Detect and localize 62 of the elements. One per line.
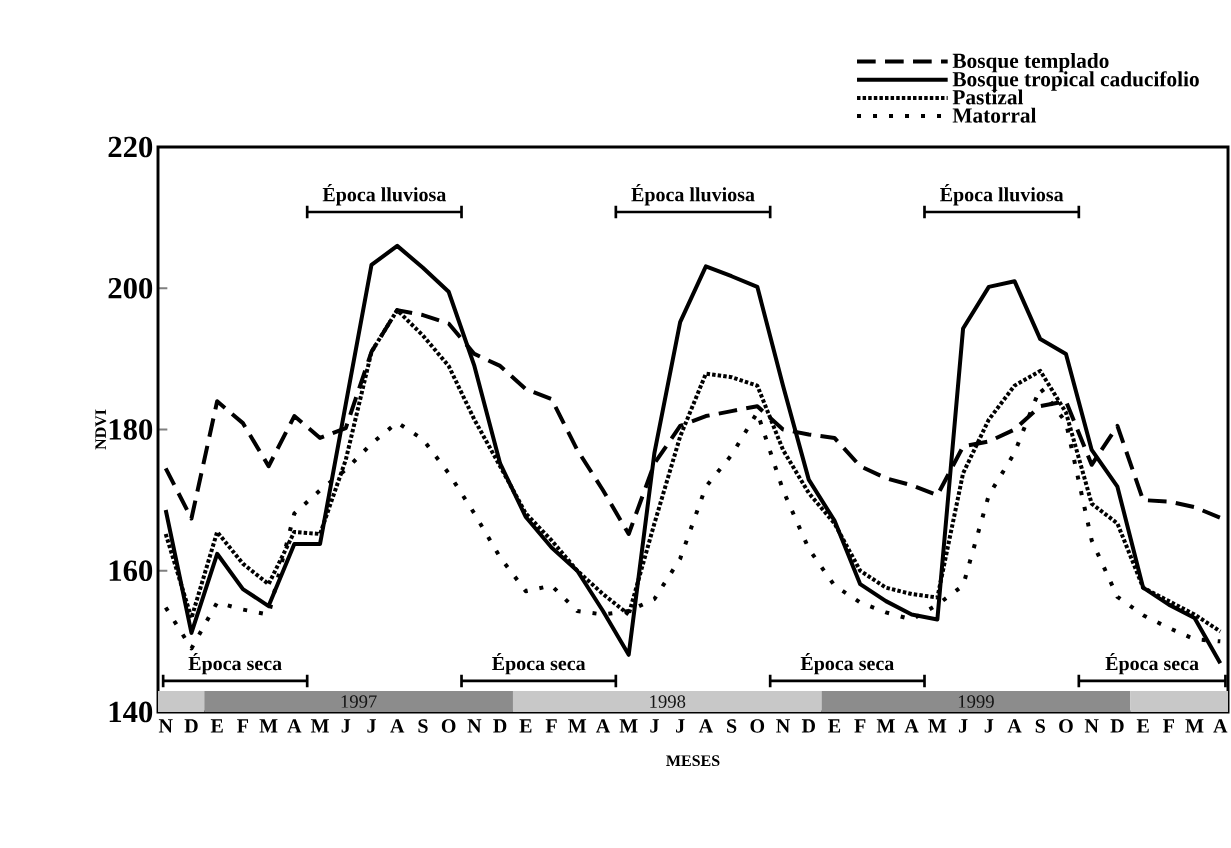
x-tick-label: J	[676, 719, 685, 733]
legend-label: Matorral	[952, 107, 1037, 123]
annotation: Época lluviosa	[631, 183, 755, 206]
x-tick-label: M	[1185, 719, 1204, 733]
x-tick-label: O	[1059, 719, 1073, 733]
x-tick-label: N	[776, 719, 790, 733]
y-tick-label: 140	[109, 701, 153, 723]
x-tick-label: J	[984, 719, 994, 733]
x-tick-label: D	[801, 719, 815, 733]
x-tick-label: A	[595, 719, 611, 733]
x-tick-label: J	[341, 719, 351, 733]
x-tick-label: M	[568, 719, 587, 733]
x-tick-label: F	[545, 719, 557, 733]
x-tick-label: D	[184, 719, 198, 733]
x-tick-label: M	[619, 719, 638, 733]
x-tick-label: S	[727, 719, 737, 733]
x-tick-label: J	[958, 719, 968, 733]
x-tick-label: N	[467, 719, 482, 733]
x-tick-label: N	[1084, 719, 1099, 733]
x-tick-label: M	[259, 719, 278, 733]
annotation: 1998	[650, 695, 686, 708]
annotation: 1997	[341, 695, 377, 708]
x-tick-label: F	[1163, 719, 1174, 733]
x-tick-label: J	[367, 719, 376, 733]
y-tick-label: 200	[108, 277, 153, 299]
x-tick-label: A	[904, 719, 919, 733]
annotation: Época lluviosa	[322, 183, 447, 206]
x-tick-label: E	[828, 719, 841, 733]
annotation: Época lluviosa	[940, 183, 1064, 206]
x-tick-label: O	[750, 719, 765, 733]
annotation: Época seca	[188, 652, 282, 675]
annotation: Época seca	[492, 652, 586, 675]
x-tick-label: A	[1213, 719, 1228, 733]
x-tick-label: M	[876, 719, 895, 733]
x-tick-label: E	[1136, 719, 1149, 733]
x-tick-label: A	[698, 719, 713, 733]
x-tick-label: M	[928, 719, 947, 733]
annotation: 1999	[958, 695, 994, 708]
annotation: Época seca	[1105, 652, 1199, 675]
legend-label: Bosque templado	[952, 53, 1109, 73]
x-tick-label: M	[310, 719, 329, 733]
x-tick-label: D	[1110, 719, 1124, 733]
x-tick-label: F	[854, 719, 866, 733]
x-tick-label: A	[390, 719, 405, 733]
y-tick-label: 160	[109, 560, 153, 582]
x-tick-label: F	[237, 719, 249, 733]
x-tick-label: S	[1035, 719, 1045, 733]
y-tick-label: 220	[108, 136, 153, 158]
x-tick-label: O	[441, 719, 456, 733]
x-tick-label: A	[1007, 719, 1022, 733]
annotation: Época seca	[800, 652, 894, 675]
x-axis-title: MESES	[666, 755, 720, 767]
legend-label: Pastizal	[952, 89, 1024, 105]
x-tick-label: E	[210, 719, 223, 733]
x-tick-label: J	[650, 719, 659, 733]
x-tick-label: S	[418, 719, 428, 733]
y-axis-title: NDVI	[95, 409, 107, 450]
x-tick-label: D	[493, 719, 507, 733]
x-tick-label: N	[158, 719, 173, 733]
x-tick-label: E	[519, 719, 532, 733]
y-tick-label: 180	[109, 419, 153, 440]
x-tick-label: A	[287, 719, 302, 733]
